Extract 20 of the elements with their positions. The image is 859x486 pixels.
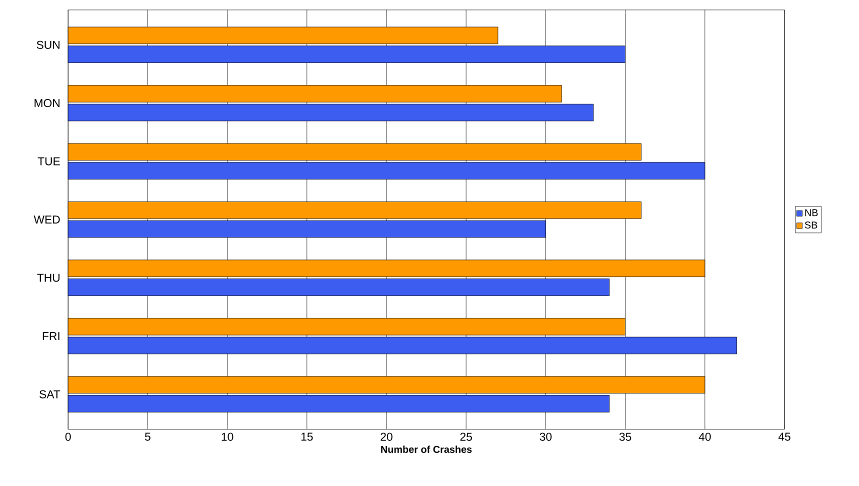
x-tick-label: 10 — [222, 432, 234, 441]
y-tick-label: MON — [34, 99, 60, 108]
x-tick-label: 25 — [460, 432, 472, 441]
y-tick-label: SAT — [40, 390, 60, 398]
y-tick-label: THU — [37, 274, 60, 282]
y-tick-label: WED — [34, 216, 60, 224]
x-tick-label: 45 — [778, 432, 790, 441]
x-tick-label: 20 — [380, 432, 392, 441]
x-tick-label: 5 — [144, 432, 150, 441]
x-tick-label: 40 — [698, 432, 711, 441]
y-tick-label: FRI — [42, 332, 60, 340]
x-tick-label: 35 — [619, 432, 632, 441]
y-tick-label: TUE — [38, 157, 60, 166]
x-tick-label: 15 — [301, 432, 313, 441]
x-tick-label: 0 — [65, 432, 71, 441]
legend-label: SB — [804, 222, 818, 229]
x-axis-title: Number of Crashes — [381, 446, 472, 453]
legend-label: NB — [805, 209, 818, 216]
x-tick-label: 30 — [540, 432, 552, 441]
y-tick-label: SUN — [36, 40, 60, 49]
